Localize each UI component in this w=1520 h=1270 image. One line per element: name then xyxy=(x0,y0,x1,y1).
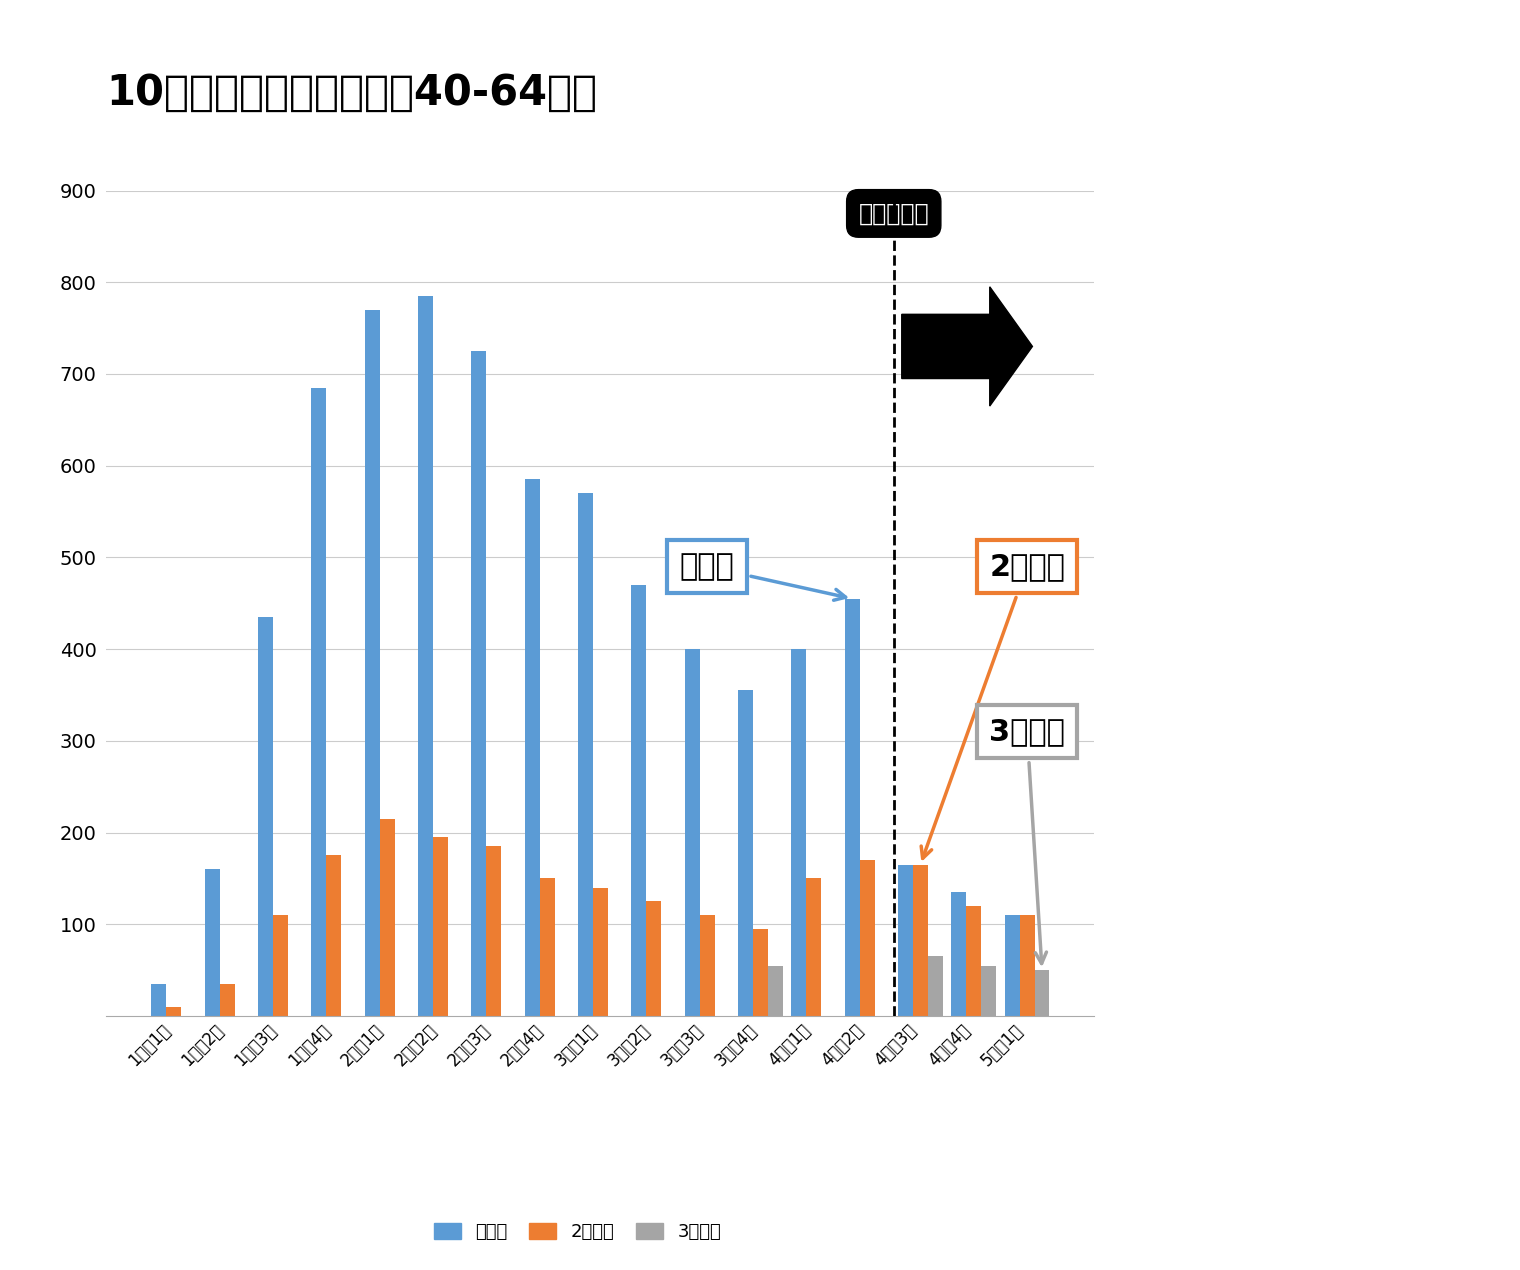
Bar xyxy=(1020,916,1035,1016)
Bar xyxy=(471,351,486,1016)
Bar xyxy=(806,879,821,1016)
Bar xyxy=(898,865,914,1016)
Bar xyxy=(739,691,752,1016)
Bar xyxy=(258,617,274,1016)
Bar xyxy=(631,585,646,1016)
Bar xyxy=(699,916,714,1016)
Bar xyxy=(433,837,448,1016)
Bar xyxy=(540,879,555,1016)
Bar xyxy=(327,856,340,1016)
Bar xyxy=(927,956,942,1016)
Bar xyxy=(365,310,380,1016)
Text: 3回接種: 3回接種 xyxy=(990,718,1066,964)
Bar xyxy=(860,860,874,1016)
Text: 未接種: 未接種 xyxy=(679,552,845,601)
Bar xyxy=(312,387,327,1016)
Bar xyxy=(205,869,219,1016)
Bar xyxy=(967,906,982,1016)
Legend: 未接種, 2回接種, 3回接種: 未接種, 2回接種, 3回接種 xyxy=(427,1215,728,1248)
Bar xyxy=(684,649,699,1016)
Text: データ修正: データ修正 xyxy=(859,202,929,226)
Bar xyxy=(792,649,806,1016)
Bar xyxy=(1005,916,1020,1016)
Bar xyxy=(752,928,768,1016)
Bar xyxy=(646,902,661,1016)
Bar xyxy=(524,479,540,1016)
Bar xyxy=(219,984,234,1016)
Bar xyxy=(380,819,395,1016)
Bar xyxy=(152,984,166,1016)
Bar xyxy=(982,965,996,1016)
Bar xyxy=(768,965,783,1016)
Bar xyxy=(914,865,927,1016)
Bar xyxy=(166,1007,181,1016)
Bar xyxy=(486,846,502,1016)
Bar xyxy=(274,916,287,1016)
Bar xyxy=(418,296,433,1016)
Text: 2回接種: 2回接種 xyxy=(921,552,1066,859)
Text: 10万人あたり陽性者数（40-64歳）: 10万人あたり陽性者数（40-64歳） xyxy=(106,72,597,114)
Bar xyxy=(845,598,860,1016)
Bar xyxy=(952,892,967,1016)
Bar xyxy=(593,888,608,1016)
Bar xyxy=(578,493,593,1016)
Polygon shape xyxy=(901,287,1032,406)
Bar xyxy=(1035,970,1049,1016)
